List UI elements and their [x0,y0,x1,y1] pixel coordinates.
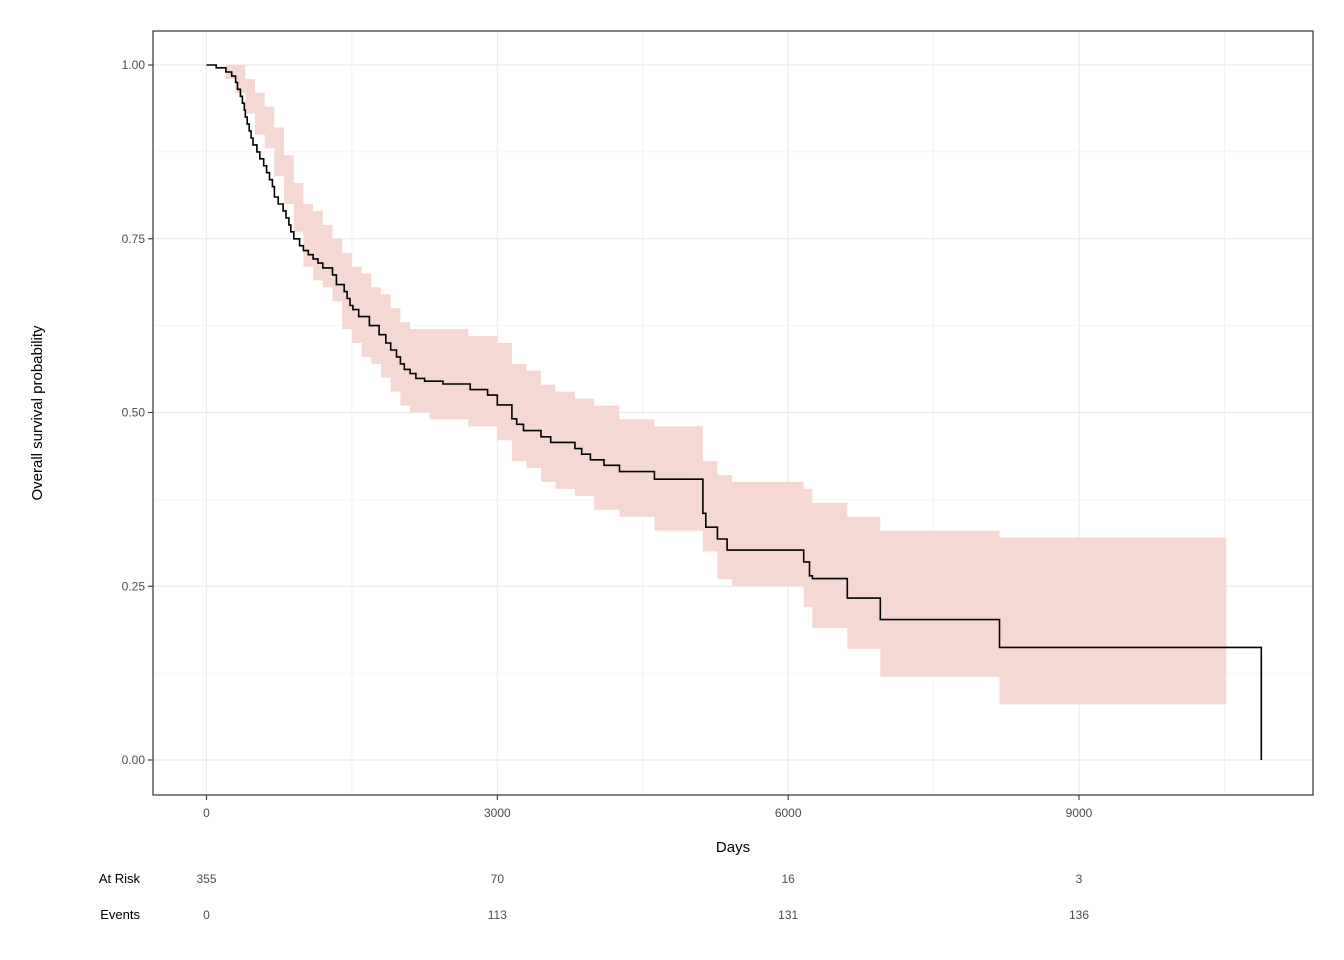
y-axis-ticks: 0.00 0.25 0.50 0.75 1.00 [122,58,153,767]
x-axis-ticks: 0 3000 6000 9000 [203,795,1093,820]
risk-row-label: At Risk [99,871,141,886]
x-tick-label: 9000 [1066,806,1093,820]
survival-curve-layer [206,64,1263,760]
risk-cell: 131 [778,908,798,922]
y-axis-title: Overall survival probability [29,325,46,501]
y-tick-label: 1.00 [122,58,146,72]
y-tick-label: 0.00 [122,753,146,767]
risk-cell: 70 [491,872,505,886]
y-tick-label: 0.25 [122,579,146,593]
y-tick-label: 0.50 [122,406,146,420]
survival-curve [206,64,1263,760]
x-axis-title: Days [716,839,750,856]
risk-cell: 16 [781,872,795,886]
risk-cell: 113 [488,908,507,922]
risk-cell: 0 [203,908,210,922]
risk-cell: 136 [1069,908,1089,922]
confidence-band-layer [206,65,1227,705]
risk-cell: 355 [196,872,216,886]
x-tick-label: 6000 [775,806,802,820]
risk-row-label: Events [100,907,140,922]
x-tick-label: 3000 [484,806,511,820]
y-tick-label: 0.75 [122,232,146,246]
confidence-band [206,65,1227,705]
risk-table: At Risk 355 70 16 3 Events 0 113 131 136 [99,871,1090,922]
x-tick-label: 0 [203,806,210,820]
risk-cell: 3 [1076,872,1083,886]
